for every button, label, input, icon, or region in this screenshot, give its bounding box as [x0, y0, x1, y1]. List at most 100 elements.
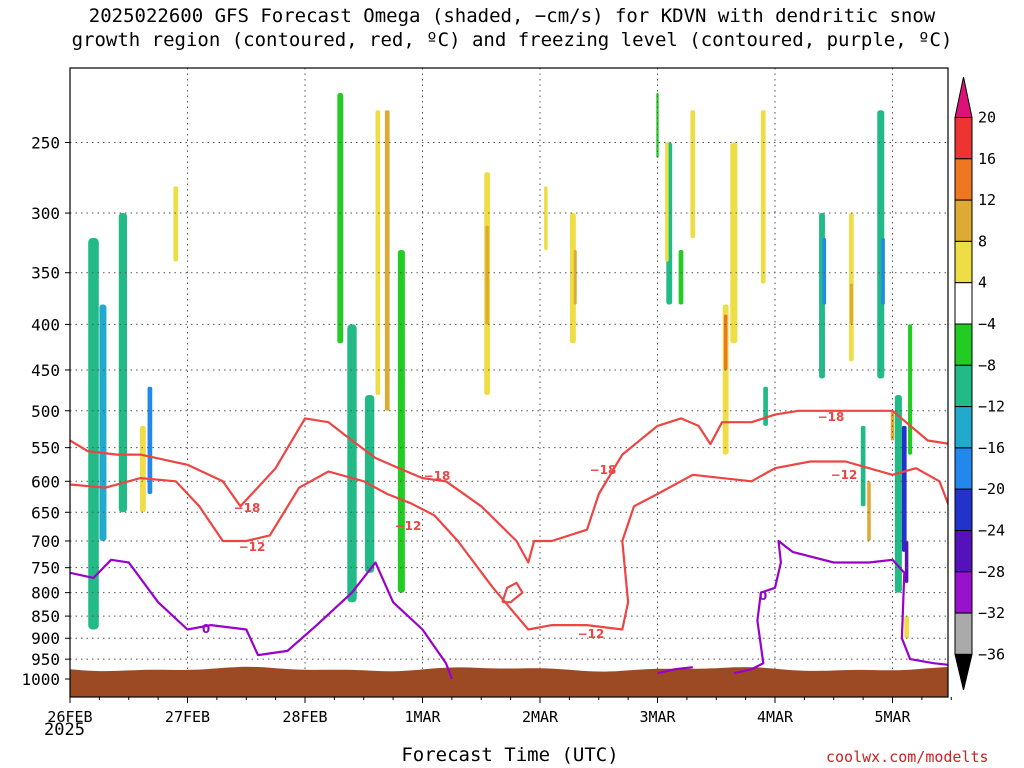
- omega-patch: [904, 616, 909, 639]
- omega-patch: [867, 481, 871, 541]
- title-line-2: growth region (contoured, red, ºC) and f…: [71, 29, 953, 51]
- colorbar-segment: [954, 282, 973, 325]
- omega-patch: [822, 238, 827, 305]
- contour-layer: [70, 409, 948, 680]
- x-tick-label: 27FEB: [165, 708, 210, 726]
- colorbar-segment: [954, 406, 973, 449]
- omega-patch: [88, 238, 99, 630]
- omega-patch: [894, 394, 902, 593]
- contour-label: −18: [424, 469, 451, 483]
- contour-label: 0: [759, 589, 767, 603]
- omega-patch: [904, 540, 909, 583]
- plot-frame: [69, 67, 949, 698]
- colorbar-label: 8: [978, 232, 987, 250]
- omega-patch: [849, 283, 853, 325]
- y-tick-label: 700: [31, 532, 60, 551]
- colorbar-label: −12: [978, 398, 1005, 416]
- colorbar-label: 16: [978, 150, 996, 168]
- colorbar-label: −16: [978, 439, 1005, 457]
- dgz-contour-line: [70, 409, 948, 564]
- dgz-contour-line: [501, 581, 524, 604]
- colorbar-segment: [954, 530, 973, 573]
- y-tick-label: 350: [31, 264, 60, 283]
- colorbar-label: −20: [978, 480, 1005, 498]
- contour-label: 0: [202, 622, 210, 636]
- y-tick-label: 400: [31, 315, 60, 334]
- contour-label: −18: [590, 463, 617, 477]
- x-tick-label: 26FEB: [47, 708, 92, 726]
- x-tick-label: 28FEB: [282, 708, 327, 726]
- y-tick-label: 550: [31, 439, 60, 458]
- omega-patch: [723, 314, 728, 370]
- y-tick-label: 300: [31, 204, 60, 223]
- omega-patch: [656, 93, 659, 158]
- omega-patch: [375, 110, 381, 395]
- omega-patch: [881, 238, 885, 305]
- y-tick-label: 600: [31, 472, 60, 491]
- colorbar-segment: [954, 240, 973, 284]
- contour-label: −18: [234, 501, 261, 515]
- contour-label: −12: [578, 627, 605, 641]
- contour-label: −12: [395, 519, 422, 533]
- colorbar-label: −32: [978, 604, 1005, 622]
- x-tick-label: 4MAR: [757, 708, 794, 726]
- omega-patch: [147, 386, 153, 494]
- omega-patch: [384, 110, 390, 411]
- contour-label: −12: [831, 468, 858, 482]
- colorbar-label: −8: [978, 356, 996, 374]
- y-tick-label: 500: [31, 402, 60, 421]
- colorbar: 20 16 12 8 4 −4 −8 −12 −16 −20 −24 −28 −32 −36: [954, 76, 1005, 691]
- colorbar-bottom-arrow: [954, 653, 973, 691]
- y-tick-label: 750: [31, 559, 60, 578]
- contour-labels: −18 −12 −12 −18 −18 −12 −18 −12 0 0: [202, 410, 858, 641]
- y-tick-label: 450: [31, 361, 60, 380]
- omega-patch: [908, 324, 913, 455]
- year-label: 2025: [44, 720, 85, 740]
- grid-lines: [69, 68, 948, 697]
- omega-patch: [337, 93, 344, 344]
- colorbar-segment: [954, 612, 973, 655]
- y-tick-label: 250: [31, 134, 60, 153]
- x-axis: 26FEB 27FEB 28FEB 1MAR 2MAR 3MAR 4MAR 5MAR: [47, 697, 952, 726]
- freezing-level-contour: [733, 539, 948, 675]
- y-tick-label: 950: [31, 650, 60, 669]
- colorbar-label: −36: [978, 645, 1005, 663]
- colorbar-label: −4: [978, 315, 996, 333]
- omega-patch: [397, 249, 405, 593]
- freezing-level-contour: [657, 666, 693, 675]
- colorbar-segment: [954, 364, 973, 408]
- omega-patch: [544, 186, 548, 250]
- colorbar-segment: [954, 571, 973, 614]
- y-tick-label: 900: [31, 629, 60, 648]
- source-credit: coolwx.com/modelts: [826, 748, 989, 766]
- freezing-level-contour: [70, 558, 453, 680]
- colorbar-segment: [954, 447, 973, 490]
- omega-patch: [347, 324, 357, 603]
- colorbar-label: 12: [978, 191, 996, 209]
- y-axis: 250 300 350 400 450 500 550 600 650 700 750 800 850 9…: [21, 134, 70, 689]
- y-tick-label: 650: [31, 503, 60, 522]
- contour-label: −12: [239, 540, 266, 554]
- omega-patch: [485, 225, 489, 325]
- omega-patch: [877, 110, 885, 379]
- y-tick-label: 1000: [21, 670, 60, 689]
- omega-patch: [760, 110, 766, 284]
- chart-title: 2025022600 GFS Forecast Omega (shaded, −…: [0, 4, 1024, 52]
- omega-patch: [901, 425, 907, 552]
- x-tick-label: 1MAR: [404, 708, 441, 726]
- dgz-contour-line: [70, 460, 948, 631]
- x-tick-label: 5MAR: [874, 708, 911, 726]
- colorbar-segment: [954, 117, 973, 160]
- title-line-1: 2025022600 GFS Forecast Omega (shaded, −…: [88, 5, 936, 27]
- colorbar-label: 4: [978, 274, 987, 292]
- colorbar-segment: [954, 199, 973, 242]
- colorbar-label: −28: [978, 563, 1005, 581]
- omega-patch: [690, 110, 696, 239]
- omega-patch: [569, 213, 576, 344]
- colorbar-segment: [954, 488, 973, 532]
- colorbar-label: −24: [978, 522, 1005, 540]
- contour-label: −18: [818, 410, 845, 424]
- omega-patch: [730, 142, 738, 344]
- omega-patch: [573, 249, 577, 305]
